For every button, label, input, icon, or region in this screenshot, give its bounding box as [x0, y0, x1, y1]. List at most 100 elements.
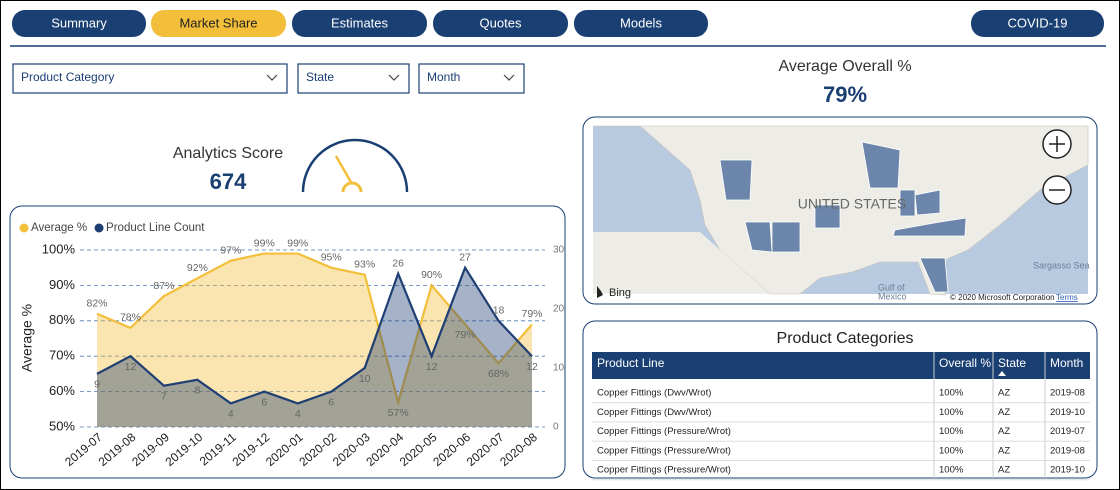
y2-tick-label: 0: [553, 422, 559, 433]
data-label: 90%: [421, 269, 442, 281]
table-cell: Copper Fittings (Dwv/Wrot): [597, 407, 711, 418]
bing-logo: [597, 286, 603, 298]
nav-tab[interactable]: [971, 10, 1104, 37]
nav-label[interactable]: Market Share: [179, 15, 257, 30]
nav-tab[interactable]: [12, 10, 146, 37]
data-label: 99%: [254, 237, 275, 249]
y-tick-label: 100%: [42, 241, 76, 256]
column-header[interactable]: Product Line: [597, 356, 665, 370]
data-label: 10: [359, 373, 371, 385]
data-label: 6: [261, 396, 267, 408]
data-label: 4: [295, 408, 301, 420]
map-land: [593, 232, 770, 294]
series-area: [97, 253, 532, 427]
nav-tab[interactable]: [574, 10, 708, 37]
data-label: 87%: [153, 280, 174, 292]
table-cell: 2019-07: [1050, 426, 1085, 437]
gauge-hub: [341, 181, 363, 193]
data-label: 27: [459, 251, 471, 263]
y-tick-label: 90%: [49, 277, 75, 292]
table-title: Product Categories: [777, 330, 914, 347]
table-cell: 100%: [939, 426, 964, 437]
nav-label[interactable]: Estimates: [331, 15, 389, 30]
data-label: 57%: [388, 407, 409, 419]
nav-tab[interactable]: [151, 10, 286, 37]
map-region: [861, 141, 901, 189]
table-cell: AZ: [998, 388, 1010, 399]
filter-dropdown[interactable]: [418, 63, 525, 94]
nav-tab[interactable]: [433, 10, 568, 37]
filter-dropdown[interactable]: [12, 63, 288, 94]
data-label: 18: [493, 305, 505, 317]
kpi-value: 79%: [823, 82, 867, 107]
legend-swatch: [94, 223, 104, 233]
data-label: 99%: [287, 237, 308, 249]
data-label: 95%: [321, 251, 342, 263]
table-cell: 100%: [939, 465, 964, 476]
table-header: [592, 352, 1090, 379]
chevron: [388, 74, 400, 81]
map-region: [814, 204, 841, 229]
filter-label[interactable]: Month: [427, 70, 460, 84]
table-cell: 100%: [939, 407, 964, 418]
table-cell: AZ: [998, 445, 1010, 456]
kpi-value: 674: [210, 169, 247, 194]
nav-label[interactable]: Quotes: [480, 15, 522, 30]
table-cell: 2019-10: [1050, 407, 1085, 418]
map-region: [899, 189, 916, 217]
data-label: 8: [194, 385, 200, 397]
data-label: 12: [125, 361, 137, 373]
table-cell: Copper Fittings (Pressure/Wrot): [597, 445, 731, 456]
series-line: [96, 265, 533, 405]
map-label: Sargasso Sea: [1033, 260, 1090, 270]
table-cell: Copper Fittings (Pressure/Wrot): [597, 465, 731, 476]
data-label: 79%: [455, 329, 476, 341]
y-tick-label: 80%: [49, 312, 75, 327]
data-label: 92%: [187, 262, 208, 274]
filter-label[interactable]: Product Category: [21, 70, 114, 84]
data-label: 9: [94, 379, 100, 391]
y2-tick-label: 30: [553, 245, 565, 256]
column-header[interactable]: State: [998, 356, 1026, 370]
table-cell: Copper Fittings (Pressure/Wrot): [597, 426, 731, 437]
data-label: 68%: [488, 368, 509, 380]
nav-tab[interactable]: [292, 10, 427, 37]
column-header[interactable]: Overall %: [939, 356, 991, 370]
map-brand: Bing: [609, 287, 631, 299]
legend-swatch: [19, 223, 29, 233]
column-header[interactable]: Month: [1050, 356, 1083, 370]
filter-dropdown[interactable]: [297, 63, 410, 94]
table-cell: Copper Fittings (Dwv/Wrot): [597, 388, 711, 399]
data-label: 79%: [521, 308, 542, 320]
y2-tick-label: 20: [553, 304, 565, 315]
table-cell: 100%: [939, 445, 964, 456]
map-terms[interactable]: Terms: [1056, 293, 1078, 302]
kpi-title: Analytics Score: [173, 145, 283, 162]
y-tick-label: 70%: [49, 348, 75, 363]
filter-label[interactable]: State: [306, 70, 334, 84]
map-region: [914, 189, 941, 216]
data-label: 7: [161, 390, 167, 402]
nav-label[interactable]: Summary: [51, 15, 107, 30]
y2-tick-label: 10: [553, 363, 565, 374]
table-cell: 100%: [939, 388, 964, 399]
data-label: 82%: [86, 298, 107, 310]
series-line: [96, 252, 533, 407]
data-label: 6: [328, 396, 334, 408]
kpi-title: Average Overall %: [778, 58, 911, 75]
series-area: [97, 267, 532, 427]
map: UNITED STATES Gulf of Mexico Sargasso Se…: [593, 125, 1090, 302]
gauge-needle: [334, 155, 354, 185]
sort-arrow: [998, 371, 1006, 376]
map-label: Gulf of: [878, 282, 905, 292]
map-region: [719, 159, 753, 201]
nav-label[interactable]: Models: [620, 15, 662, 30]
zoom-out[interactable]: [1042, 175, 1072, 205]
chevron: [266, 74, 278, 81]
nav-label[interactable]: COVID-19: [1008, 15, 1068, 30]
zoom-in[interactable]: [1042, 129, 1072, 159]
table-cell: AZ: [998, 465, 1010, 476]
map-region: [919, 257, 949, 293]
data-label: 12: [526, 361, 538, 373]
